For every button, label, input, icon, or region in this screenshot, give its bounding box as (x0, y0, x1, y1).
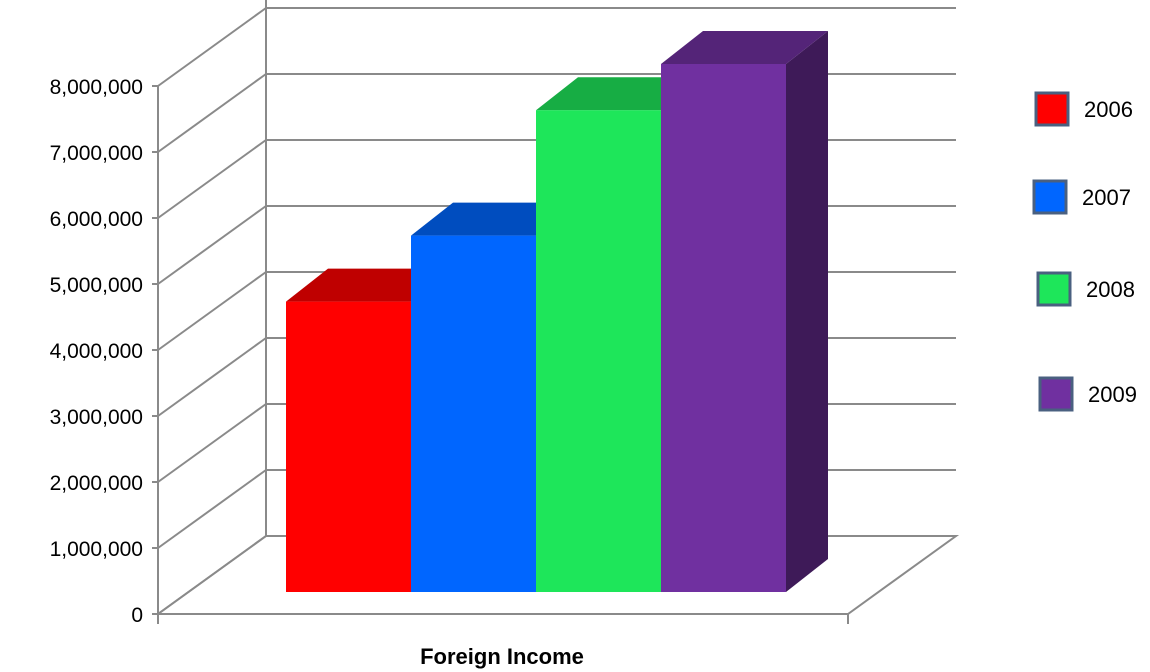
legend-swatch (1032, 179, 1068, 215)
gridline-side (157, 337, 267, 417)
chart-axes (152, 85, 849, 624)
legend-swatch (1036, 271, 1072, 307)
bar-2009 (661, 31, 828, 592)
bar-2006 (286, 268, 453, 592)
y-tick-label: 8,000,000 (50, 76, 143, 99)
y-tick-label: 4,000,000 (50, 340, 143, 363)
gridline-side (157, 73, 267, 153)
y-tick-label: 7,000,000 (50, 142, 143, 165)
legend-label: 2007 (1082, 185, 1131, 210)
legend: 2006 2007 2008 2009 (1032, 91, 1137, 412)
legend-swatch (1034, 91, 1070, 127)
legend-label: 2008 (1086, 277, 1135, 302)
gridline-side (157, 7, 267, 87)
y-tick-label: 1,000,000 (50, 538, 143, 561)
x-category-label: Foreign Income (420, 644, 584, 669)
legend-item-2006: 2006 (1034, 91, 1133, 127)
gridline-side (157, 403, 267, 483)
y-tick-label: 5,000,000 (50, 274, 143, 297)
bar-2008 (536, 77, 703, 592)
y-tick-label: 0 (131, 604, 143, 627)
gridline-side (157, 205, 267, 285)
bars (286, 31, 828, 592)
gridline-side (157, 139, 267, 219)
y-tick-label: 6,000,000 (50, 208, 143, 231)
legend-item-2009: 2009 (1038, 376, 1137, 412)
y-tick-label: 3,000,000 (50, 406, 143, 429)
legend-label: 2009 (1088, 382, 1137, 407)
legend-swatch (1038, 376, 1074, 412)
y-tick-labels: 0 1,000,000 2,000,000 3,000,000 4,000,000 5,0… (50, 76, 143, 627)
gridline-side (157, 271, 267, 351)
gridline-side (157, 469, 267, 549)
legend-item-2008: 2008 (1036, 271, 1135, 307)
y-tick-label: 2,000,000 (50, 472, 143, 495)
legend-label: 2006 (1084, 97, 1133, 122)
legend-item-2007: 2007 (1032, 179, 1131, 215)
